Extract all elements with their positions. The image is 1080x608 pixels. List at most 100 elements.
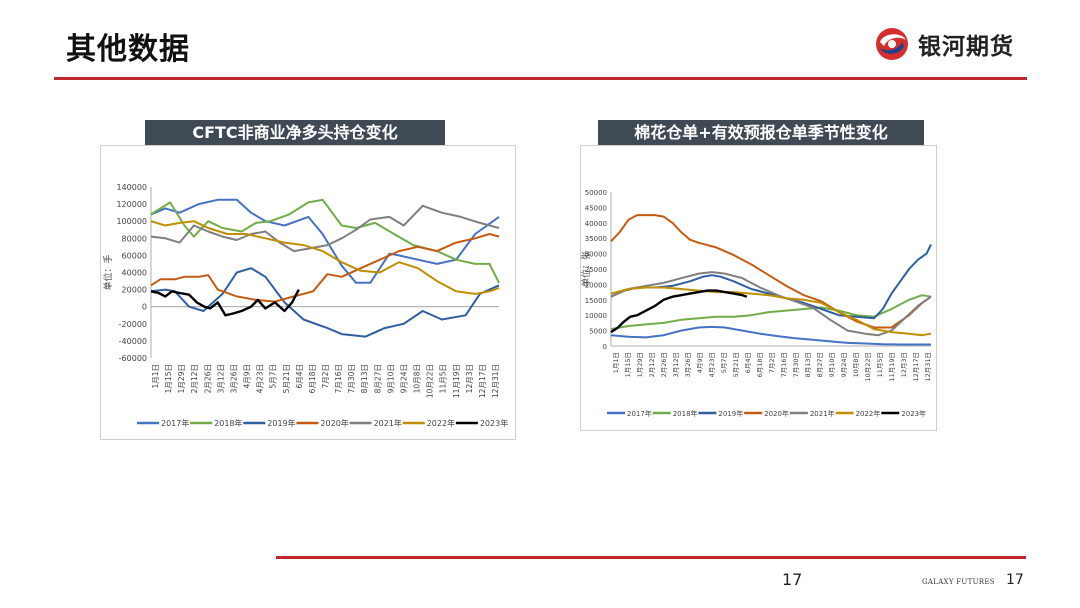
- x-tick-label: 10月8日: [413, 364, 422, 393]
- legend-label: 2018年: [214, 418, 242, 428]
- x-tick-label: 4月9日: [243, 364, 252, 389]
- y-tick-label: 25000: [585, 266, 607, 274]
- series-line-5: [610, 286, 932, 337]
- x-tick-label: 12月31日: [491, 364, 500, 398]
- series-line-2: [150, 267, 500, 338]
- legend-label: 2020年: [320, 418, 348, 428]
- y-tick-label: 15000: [585, 297, 607, 305]
- y-tick-label: 10000: [585, 312, 607, 320]
- x-tick-label: 2月26日: [203, 364, 212, 393]
- series-line-5: [150, 220, 500, 295]
- series-line-2: [610, 243, 932, 320]
- x-tick-label: 8月13日: [804, 352, 812, 377]
- cotton-warehouse-receipt-chart: 50000 45000 40000 35000 30000 25000 20000 15000…: [580, 145, 937, 431]
- y-tick-label: 120000: [116, 200, 147, 209]
- x-tick-label: 1月1日: [612, 352, 620, 373]
- x-tick-label: 11月19日: [452, 364, 461, 398]
- chart-title-left: CFTC非商业净多头持仓变化: [145, 120, 445, 146]
- legend-label: 2022年: [427, 418, 455, 428]
- x-tick-label: 10月22日: [864, 352, 872, 382]
- x-tick-label: 1月29日: [177, 364, 186, 393]
- y-tick-label: 40000: [585, 220, 607, 228]
- x-tick-label: 4月23日: [256, 364, 265, 393]
- x-tick-label: 6月4日: [744, 352, 752, 373]
- chart-svg: 140000 120000 100000 80000 60000 40000 20000 0 -…: [102, 183, 508, 428]
- legend-label: 2023年: [901, 409, 926, 418]
- x-tick-label: 11月5日: [439, 364, 448, 393]
- footer-page-number: 17: [1006, 572, 1024, 588]
- company-logo: 银河期货: [874, 26, 1014, 62]
- series-line-0: [150, 198, 500, 284]
- x-tick-label: 9月10日: [828, 352, 836, 377]
- y-tick-label: 5000: [589, 328, 607, 336]
- x-tick-label: 3月26日: [684, 352, 692, 377]
- series-line-6: [150, 289, 300, 317]
- footer-brand: GALAXY FUTURES: [922, 578, 995, 586]
- galaxy-logo-icon: [876, 28, 908, 60]
- y-tick-label: 0: [142, 303, 147, 312]
- y-tick-label: 140000: [116, 183, 147, 192]
- legend-label: 2019年: [718, 409, 743, 418]
- y-tick-label: 45000: [585, 204, 607, 212]
- x-tick-label: 9月10日: [386, 364, 395, 393]
- chart-svg: 5000045000400003500030000250002000015000…: [581, 189, 932, 418]
- x-tick-label: 7月16日: [334, 364, 343, 393]
- x-tick-label: 2月26日: [660, 352, 668, 377]
- legend-label: 2020年: [764, 409, 789, 418]
- x-tick-label: 9月24日: [399, 364, 408, 393]
- x-tick-label: 7月16日: [780, 352, 788, 377]
- x-tick-label: 3月12日: [672, 352, 680, 377]
- x-tick-label: 1月15日: [164, 364, 173, 393]
- series-line-3: [610, 214, 932, 329]
- y-tick-label: 60000: [122, 251, 147, 260]
- slide-title: 其他数据: [66, 32, 190, 67]
- x-tick-label: 1月1日: [151, 364, 160, 389]
- legend-label: 2022年: [856, 409, 881, 418]
- top-divider: [54, 77, 1027, 80]
- logo-text: 银河期货: [918, 34, 1014, 60]
- legend-label: 2021年: [374, 418, 402, 428]
- x-tick-label: 4月23日: [708, 352, 716, 377]
- y-tick-label: 100000: [116, 217, 147, 226]
- legend-label: 2021年: [810, 409, 835, 418]
- legend-label: 2018年: [673, 409, 698, 418]
- series-line-1: [150, 198, 500, 284]
- x-tick-label: 8月27日: [816, 352, 824, 377]
- series-line-3: [150, 233, 500, 303]
- x-tick-label: 7月30日: [347, 364, 356, 393]
- x-tick-label: 12月31日: [924, 352, 932, 382]
- x-tick-label: 1月29日: [636, 352, 644, 377]
- x-tick-label: 12月17日: [912, 352, 920, 382]
- x-tick-label: 6月18日: [308, 364, 317, 393]
- x-tick-label: 6月4日: [295, 364, 304, 389]
- page-number: 17: [782, 570, 803, 589]
- y-tick-label: 80000: [122, 234, 147, 243]
- y-tick-label: 20000: [585, 281, 607, 289]
- y-tick-label: 35000: [585, 235, 607, 243]
- x-tick-label: 12月3日: [465, 364, 474, 393]
- series-line-1: [610, 294, 932, 331]
- y-tick-label: 0: [603, 343, 607, 351]
- x-tick-label: 9月24日: [840, 352, 848, 377]
- y-tick-label: 30000: [585, 251, 607, 259]
- x-tick-label: 5月21日: [732, 352, 740, 377]
- x-tick-label: 12月3日: [900, 352, 908, 377]
- x-tick-label: 12月17日: [478, 364, 487, 398]
- x-tick-label: 2月12日: [190, 364, 199, 393]
- x-tick-label: 5月7日: [720, 352, 728, 373]
- series-line-0: [610, 325, 931, 346]
- x-tick-label: 5月21日: [282, 364, 291, 393]
- cftc-net-long-chart: 140000 120000 100000 80000 60000 40000 20000 0 -…: [100, 145, 516, 440]
- legend-label: 2023年: [480, 418, 508, 428]
- y-axis-label: 单位：手: [102, 254, 114, 290]
- x-tick-label: 11月5日: [876, 352, 884, 377]
- y-tick-label: -40000: [119, 337, 147, 346]
- series-line-6: [610, 289, 748, 334]
- series-line-4: [150, 204, 500, 253]
- chart-title-right: 棉花仓单+有效预报仓单季节性变化: [598, 120, 924, 146]
- x-tick-label: 10月8日: [852, 352, 860, 377]
- y-axis-label: 单位：张: [581, 251, 592, 287]
- x-tick-label: 7月2日: [321, 364, 330, 389]
- x-tick-label: 5月7日: [269, 364, 278, 389]
- x-tick-label: 3月26日: [229, 364, 238, 393]
